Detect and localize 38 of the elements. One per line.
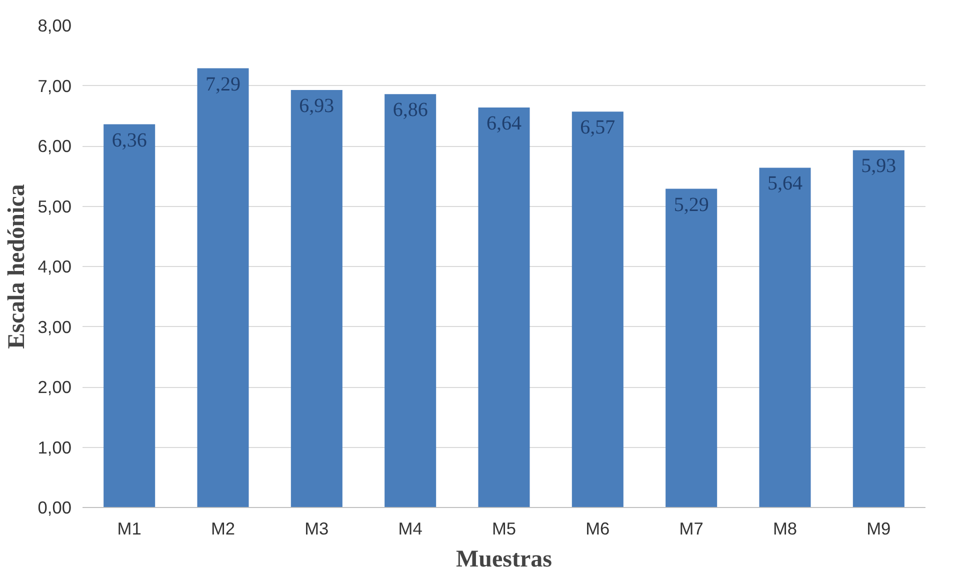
y-tick-label: 8,00 <box>38 16 72 36</box>
x-tick-label: M3 <box>304 518 329 538</box>
data-label: 5,64 <box>768 172 802 195</box>
data-label: 6,93 <box>299 94 334 117</box>
x-tick-label: M8 <box>772 518 798 538</box>
x-tick-label: M5 <box>492 518 516 538</box>
data-label: 6,57 <box>580 116 616 139</box>
x-tick-label: M4 <box>398 518 423 538</box>
bar <box>197 68 249 508</box>
y-tick-label: 4,00 <box>38 256 72 276</box>
y-tick-label: 0,00 <box>38 498 72 518</box>
data-label: 7,29 <box>206 73 240 96</box>
data-label: 6,64 <box>486 112 522 134</box>
y-tick-label: 1,00 <box>38 437 72 458</box>
x-axis-title: Muestras <box>456 546 552 572</box>
bar <box>666 188 718 508</box>
y-tick-label: 5,00 <box>38 196 72 216</box>
x-tick-label: M7 <box>679 518 704 538</box>
data-label: 5,93 <box>861 155 896 178</box>
x-tick-label: M6 <box>586 518 610 538</box>
y-axis-title: Escala hedónica <box>4 184 30 349</box>
data-label: 6,86 <box>392 99 428 122</box>
data-label: 5,29 <box>674 194 709 216</box>
bar <box>104 124 156 508</box>
bar <box>290 90 342 508</box>
x-tick-label: M9 <box>866 518 891 538</box>
bar <box>852 150 904 508</box>
x-tick-label: M1 <box>117 518 142 538</box>
bar <box>572 112 624 508</box>
y-tick-label: 3,00 <box>38 316 72 337</box>
bar <box>384 94 436 508</box>
x-tick-label: M2 <box>210 518 236 538</box>
y-tick-label: 2,00 <box>38 377 72 397</box>
bar <box>759 168 811 508</box>
data-label: 6,36 <box>112 129 147 152</box>
y-tick-label: 6,00 <box>38 136 72 156</box>
y-tick-label: 7,00 <box>38 76 72 96</box>
bar <box>478 107 530 508</box>
